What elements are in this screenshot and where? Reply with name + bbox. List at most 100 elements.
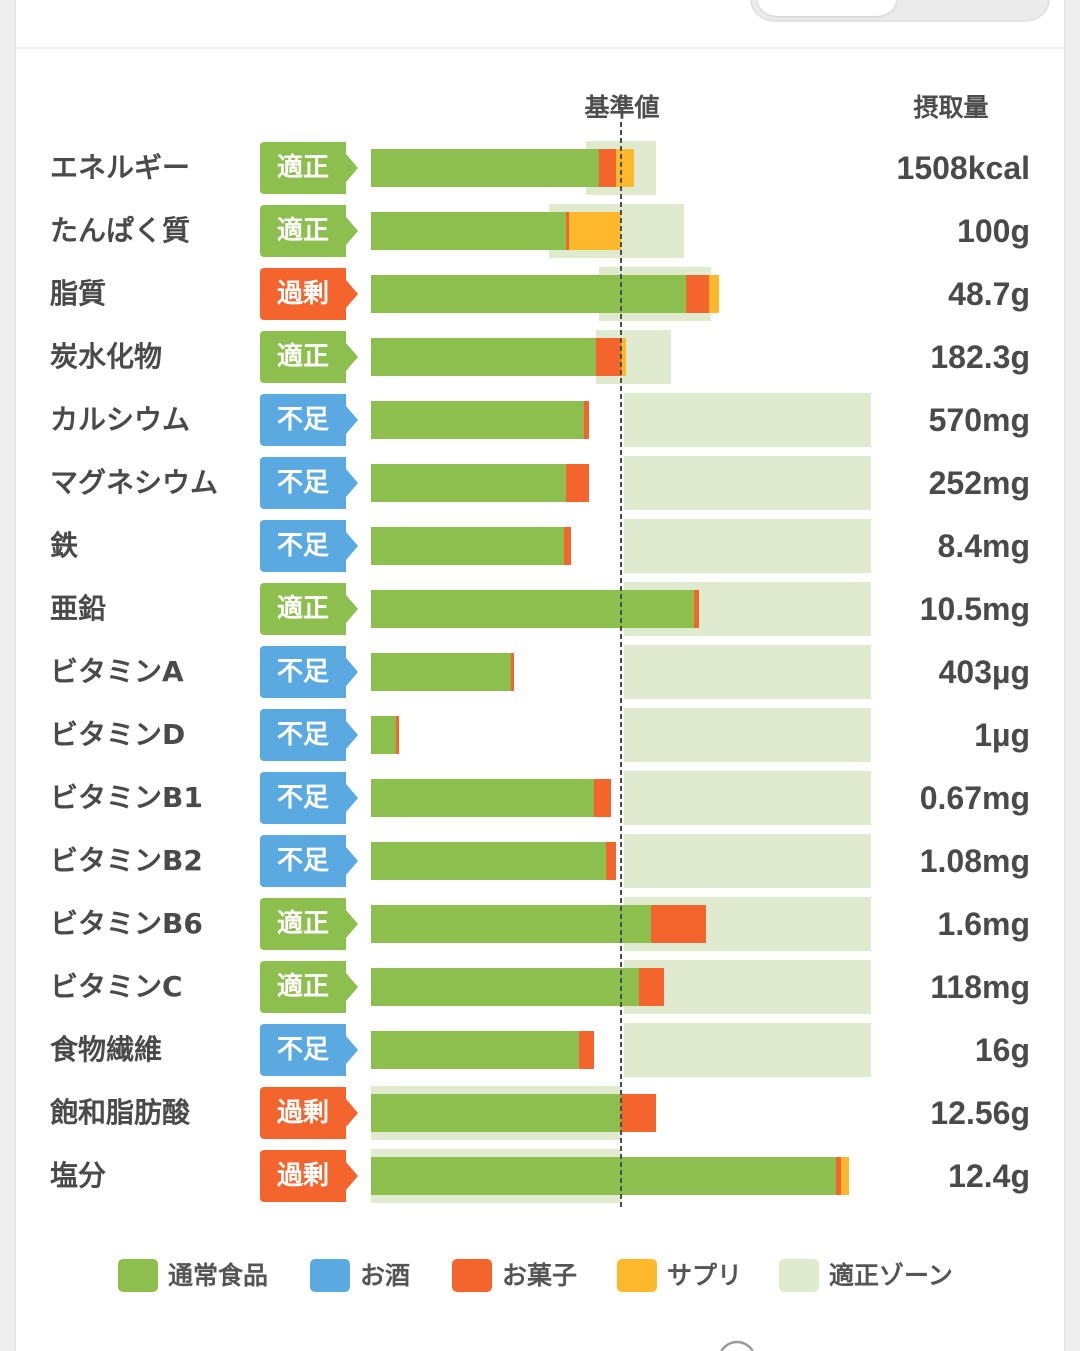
reference-header: 基準値 bbox=[584, 93, 660, 122]
section-divider bbox=[16, 47, 1064, 49]
appropriate-zone bbox=[623, 708, 871, 762]
bar-segment-snacks bbox=[578, 1031, 594, 1069]
nutrient-label: ビタミンC bbox=[50, 970, 183, 1003]
nutrient-row: マグネシウム 不足 252mg bbox=[0, 452, 1064, 514]
intake-value: 1.08mg bbox=[919, 843, 1030, 879]
status-badge-label: 不足 bbox=[276, 405, 329, 435]
status-badge-label: 不足 bbox=[276, 468, 329, 498]
nutrient-row: 脂質 過剰 48.7g bbox=[0, 263, 1064, 325]
status-badge: 不足 bbox=[260, 835, 358, 887]
status-badge: 不足 bbox=[260, 520, 358, 572]
appropriate-zone bbox=[623, 771, 871, 825]
bar-segment-supplement bbox=[621, 338, 626, 376]
bar-segment-snacks bbox=[583, 401, 589, 439]
toggle-selected-segment[interactable] bbox=[758, 0, 896, 16]
intake-value: 12.56g bbox=[930, 1095, 1030, 1131]
reference-line bbox=[620, 122, 622, 1210]
bar-segment-snacks bbox=[563, 527, 571, 565]
status-badge-label: 適正 bbox=[276, 216, 329, 246]
status-badge-label: 不足 bbox=[276, 720, 329, 750]
bar-segment-regular-food bbox=[371, 905, 651, 943]
legend-item-regular-food: 通常食品 bbox=[118, 1252, 278, 1298]
nutrient-label: カルシウム bbox=[50, 403, 191, 436]
bar-segment-snacks bbox=[596, 338, 621, 376]
bar-segment-snacks bbox=[598, 149, 616, 187]
legend-swatch-alcohol bbox=[310, 1259, 350, 1292]
nutrient-row: ビタミンB6 適正 1.6mg bbox=[0, 893, 1064, 955]
nutrient-label: ビタミンB2 bbox=[50, 844, 203, 877]
bar-segment-supplement bbox=[708, 275, 719, 313]
legend-label-supplement: サプリ bbox=[667, 1261, 743, 1290]
status-badge: 不足 bbox=[260, 646, 358, 698]
nutrient-row: 塩分 過剰 12.4g bbox=[0, 1145, 1064, 1207]
bar-segment-regular-food bbox=[371, 275, 686, 313]
bar-segment-regular-food bbox=[371, 212, 566, 250]
nutrient-row: 鉄 不足 8.4mg bbox=[0, 515, 1064, 577]
nutrient-label: マグネシウム bbox=[50, 466, 219, 499]
status-badge: 過剰 bbox=[260, 1150, 358, 1202]
nutrient-label: 鉄 bbox=[50, 529, 79, 562]
status-badge: 不足 bbox=[260, 394, 358, 446]
nutrient-label: ビタミンB6 bbox=[50, 907, 203, 940]
intake-value: 252mg bbox=[928, 465, 1030, 501]
status-badge: 不足 bbox=[260, 772, 358, 824]
bar-segment-regular-food bbox=[371, 968, 639, 1006]
appropriate-zone bbox=[623, 456, 871, 510]
nutrient-label: ビタミンD bbox=[50, 718, 186, 751]
bar-segment-snacks bbox=[566, 464, 589, 502]
bar-segment-snacks bbox=[651, 905, 706, 943]
intake-value: 0.67mg bbox=[919, 780, 1030, 816]
legend-item-alcohol: お酒 bbox=[310, 1252, 420, 1298]
intake-value: 10.5mg bbox=[919, 591, 1030, 627]
intake-value: 570mg bbox=[928, 402, 1030, 438]
nutrient-label: 飽和脂肪酸 bbox=[50, 1096, 191, 1129]
status-badge: 適正 bbox=[260, 961, 358, 1013]
legend-label-appropriate-zone: 適正ゾーン bbox=[829, 1261, 953, 1290]
appropriate-zone bbox=[623, 393, 871, 447]
nutrient-row: ビタミンB2 不足 1.08mg bbox=[0, 830, 1064, 892]
appropriate-zone bbox=[623, 834, 871, 888]
status-badge-label: 過剰 bbox=[276, 1161, 329, 1191]
intake-value: 12.4g bbox=[948, 1158, 1030, 1194]
intake-value: 48.7g bbox=[948, 276, 1030, 312]
nutrient-row: ビタミンB1 不足 0.67mg bbox=[0, 767, 1064, 829]
status-badge: 適正 bbox=[260, 331, 358, 383]
nutrient-row: カルシウム 不足 570mg bbox=[0, 389, 1064, 451]
bar-segment-regular-food bbox=[371, 653, 511, 691]
intake-value: 118mg bbox=[930, 969, 1030, 1005]
status-badge: 適正 bbox=[260, 898, 358, 950]
nutrient-label: 脂質 bbox=[50, 277, 107, 310]
legend-label-snacks: お菓子 bbox=[502, 1261, 578, 1290]
appropriate-zone bbox=[623, 645, 871, 699]
status-badge-label: 不足 bbox=[276, 846, 329, 876]
status-badge: 過剰 bbox=[260, 268, 358, 320]
status-badge: 適正 bbox=[260, 142, 358, 194]
status-badge-label: 過剰 bbox=[276, 279, 329, 309]
bar-segment-supplement bbox=[841, 1157, 849, 1195]
status-badge-label: 適正 bbox=[276, 342, 329, 372]
status-badge: 不足 bbox=[260, 709, 358, 761]
nutrient-label: ビタミンB1 bbox=[50, 781, 203, 814]
legend: 通常食品 お酒 お菓子 サプリ 適正ゾーン bbox=[0, 1252, 1080, 1298]
legend-label-alcohol: お酒 bbox=[360, 1261, 411, 1290]
status-badge-label: 適正 bbox=[276, 972, 329, 1002]
appropriate-zone bbox=[623, 519, 871, 573]
legend-item-supplement: サプリ bbox=[617, 1252, 747, 1298]
nutrient-label: たんぱく質 bbox=[50, 214, 191, 247]
intake-value: 1508kcal bbox=[896, 150, 1030, 186]
appropriate-zone bbox=[623, 1023, 871, 1077]
status-badge-label: 過剰 bbox=[276, 1098, 329, 1128]
status-badge-label: 不足 bbox=[276, 657, 329, 687]
legend-label-regular-food: 通常食品 bbox=[168, 1261, 269, 1290]
nutrient-label: 塩分 bbox=[50, 1159, 107, 1192]
bar-segment-regular-food bbox=[371, 1094, 621, 1132]
nutrient-row: 炭水化物 適正 182.3g bbox=[0, 326, 1064, 388]
nutrient-label: エネルギー bbox=[50, 151, 191, 184]
intake-value: 1µg bbox=[974, 717, 1030, 753]
status-badge-label: 適正 bbox=[276, 594, 329, 624]
bar-segment-snacks bbox=[566, 212, 569, 250]
view-toggle[interactable] bbox=[750, 0, 1050, 22]
circle-icon bbox=[720, 1340, 754, 1351]
